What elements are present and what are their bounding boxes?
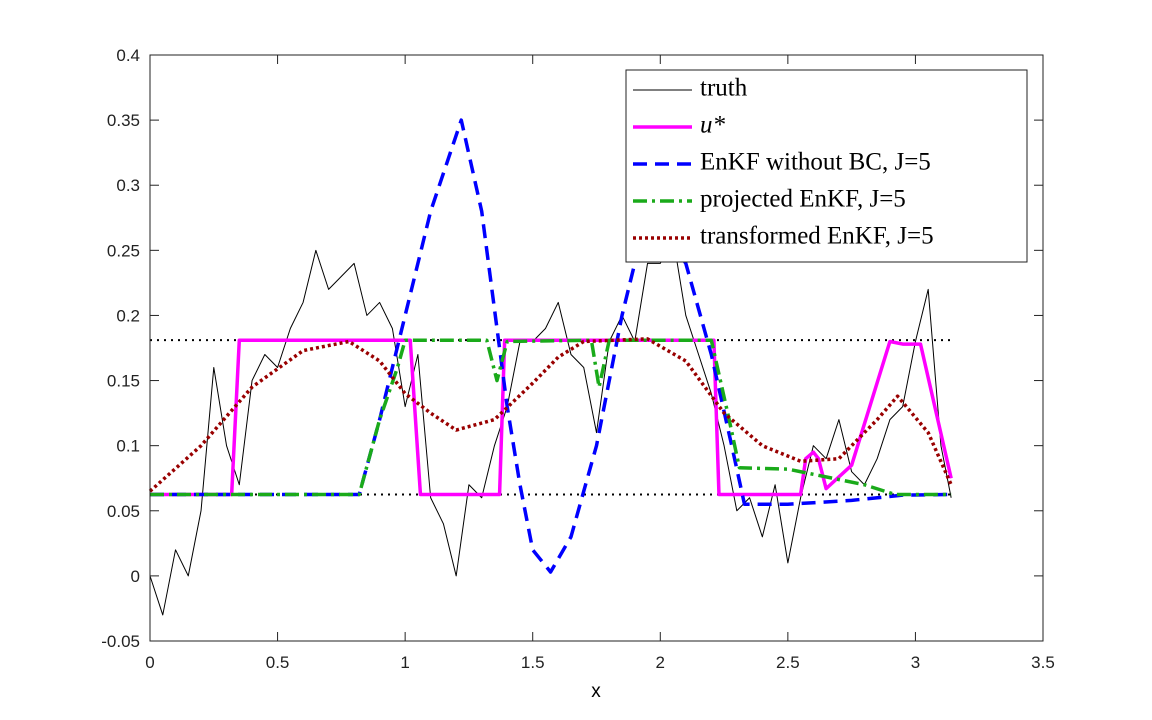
x-tick-label: 3 [911, 653, 920, 672]
y-tick-label: 0.4 [116, 46, 140, 65]
x-tick-label: 1.5 [521, 653, 545, 672]
series-line [150, 338, 953, 497]
y-tick-label: 0.35 [107, 111, 140, 130]
y-tick-label: 0.2 [116, 306, 140, 325]
y-tick-label: 0 [131, 567, 140, 586]
legend-label: EnKF without BC, J=5 [700, 149, 931, 176]
series-line [148, 337, 953, 493]
x-axis-label: x [591, 681, 601, 702]
y-tick-label: 0.1 [116, 437, 140, 456]
x-tick-label: 0 [145, 653, 154, 672]
y-tick-label: 0.3 [116, 176, 140, 195]
legend-box [625, 69, 1028, 263]
plot-frame [149, 54, 1044, 642]
series-line [149, 236, 952, 616]
x-tick-label: 2 [656, 653, 665, 672]
y-tick-label: 0.05 [107, 502, 140, 521]
x-tick-label: 3.5 [1031, 653, 1055, 672]
legend-label: projected EnKF, J=5 [700, 186, 906, 213]
y-tick-label: 0.25 [107, 241, 140, 260]
y-tick-label: 0.15 [107, 372, 140, 391]
series-line [150, 118, 952, 574]
series-line [150, 338, 952, 497]
x-tick-label: 1 [400, 653, 409, 672]
x-tick-label: 2.5 [776, 653, 800, 672]
legend-label: truth [700, 75, 748, 102]
y-tick-label: -0.05 [101, 632, 140, 651]
x-tick-label: 0.5 [266, 653, 290, 672]
legend-label: u* [700, 112, 726, 139]
legend-label: transformed EnKF, J=5 [700, 223, 934, 250]
